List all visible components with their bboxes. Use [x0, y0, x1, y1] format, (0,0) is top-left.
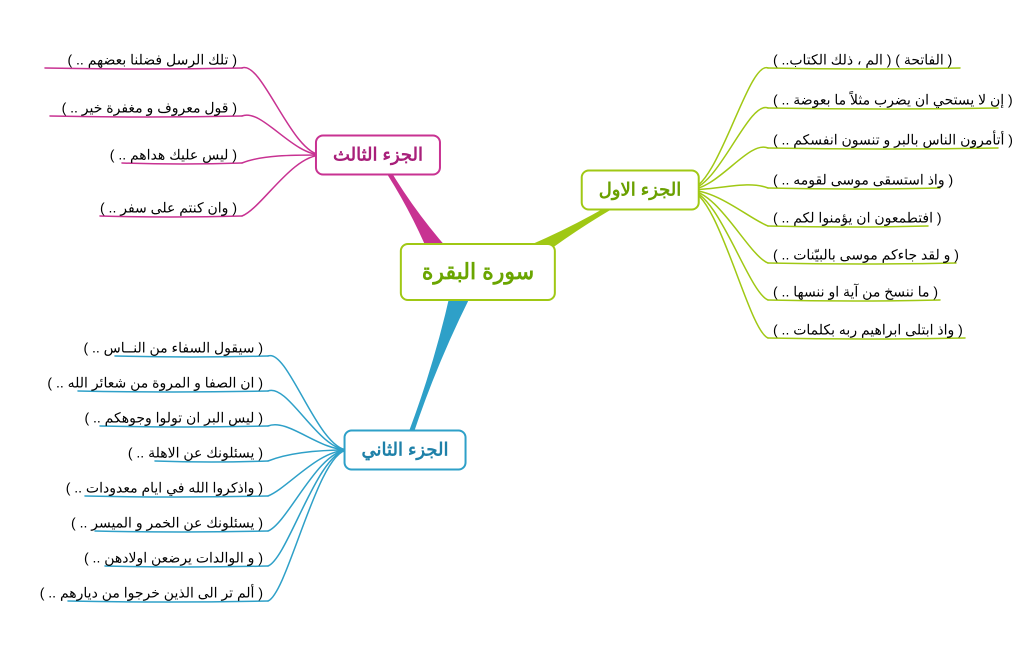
part2-leaf-7: ( ألم تر الى الذين خرجوا من ديارهم .. ): [40, 585, 263, 602]
part3-leaf-3: ( وان كنتم على سفر .. ): [100, 200, 237, 217]
part2-leaf-3: ( يسئلونك عن الاهلة .. ): [128, 445, 263, 462]
part3-leaf-2: ( ليس عليك هداهم .. ): [110, 147, 237, 164]
part1-node: الجزء الاول: [581, 170, 700, 211]
part1-leaf-5: ( و لقد جاءكم موسى بالبيّنات .. ): [773, 247, 959, 264]
center-label: سورة البقرة: [422, 259, 534, 284]
part1-leaf-7: ( واذ ابتلى ابراهيم ربه بكلمات .. ): [773, 322, 963, 339]
part3-label: الجزء الثالث: [333, 145, 423, 165]
part3-leaf-1: ( قول معروف و مغفرة خير .. ): [62, 100, 237, 117]
part2-label: الجزء الثاني: [362, 440, 449, 460]
center-node: سورة البقرة: [400, 243, 556, 301]
part1-leaf-4: ( افتطمعون ان يؤمنوا لكم .. ): [773, 210, 942, 227]
part1-label: الجزء الاول: [599, 180, 682, 200]
part2-leaf-4: ( واذكروا الله في ايام معدودات .. ): [66, 480, 263, 497]
part2-leaf-5: ( يسئلونك عن الخمر و الميسر .. ): [71, 515, 263, 532]
part1-leaf-3: ( واذ استسقى موسى لقومه .. ): [773, 172, 953, 189]
part1-leaf-2: ( أتأمرون الناس بالبر و تنسون انفسكم .. …: [773, 132, 1013, 149]
part2-leaf-0: ( سيقول السفاء من النــاس .. ): [83, 340, 263, 357]
part2-leaf-6: ( و الوالدات يرضعن اولادهن .. ): [84, 550, 263, 567]
part3-leaf-0: ( تلك الرسل فضلنا بعضهم .. ): [67, 52, 237, 69]
part2-leaf-1: ( ان الصفا و المروة من شعائر الله .. ): [47, 375, 263, 392]
part1-leaf-0: ( الفاتحة ) ( الم ، ذلك الكتاب.. ): [773, 52, 952, 69]
part2-leaf-2: ( ليس البر ان تولوا وجوهكم .. ): [84, 410, 263, 427]
part3-node: الجزء الثالث: [315, 135, 441, 176]
part2-node: الجزء الثاني: [344, 430, 467, 471]
part1-leaf-1: ( إن لا يستحي ان يضرب مثلاً ما بعوضة .. …: [773, 92, 1013, 109]
part1-leaf-6: ( ما ننسخ من آية او ننسها .. ): [773, 284, 938, 301]
